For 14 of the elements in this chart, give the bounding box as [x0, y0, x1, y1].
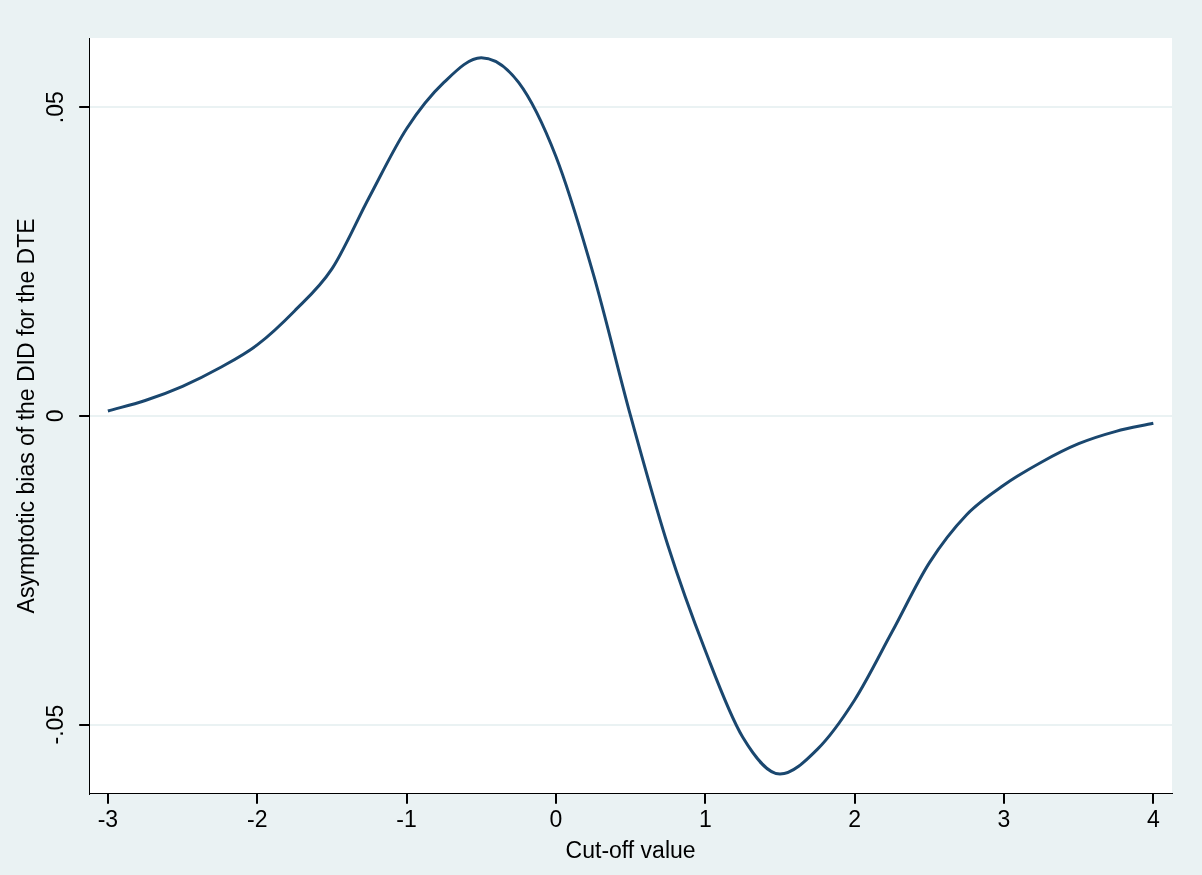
- x-tick-label: 0: [549, 805, 563, 832]
- x-axis-title: Cut-off value: [565, 836, 696, 863]
- x-tick-label: 3: [997, 805, 1011, 832]
- x-tick-label: 1: [698, 805, 712, 832]
- y-tick-label: 0: [41, 409, 68, 423]
- x-tick-label: -2: [246, 805, 268, 832]
- y-tick-label: -.05: [41, 704, 68, 745]
- y-tick-label: .05: [41, 91, 68, 124]
- x-tick-label: -3: [97, 805, 119, 832]
- line-series: [106, 56, 1155, 776]
- x-tick-label: 2: [848, 805, 862, 832]
- x-tick-label: -1: [396, 805, 417, 832]
- y-axis-title: Asymptotic bias of the DID for the DTE: [13, 218, 40, 614]
- x-tick-label: 4: [1146, 805, 1160, 832]
